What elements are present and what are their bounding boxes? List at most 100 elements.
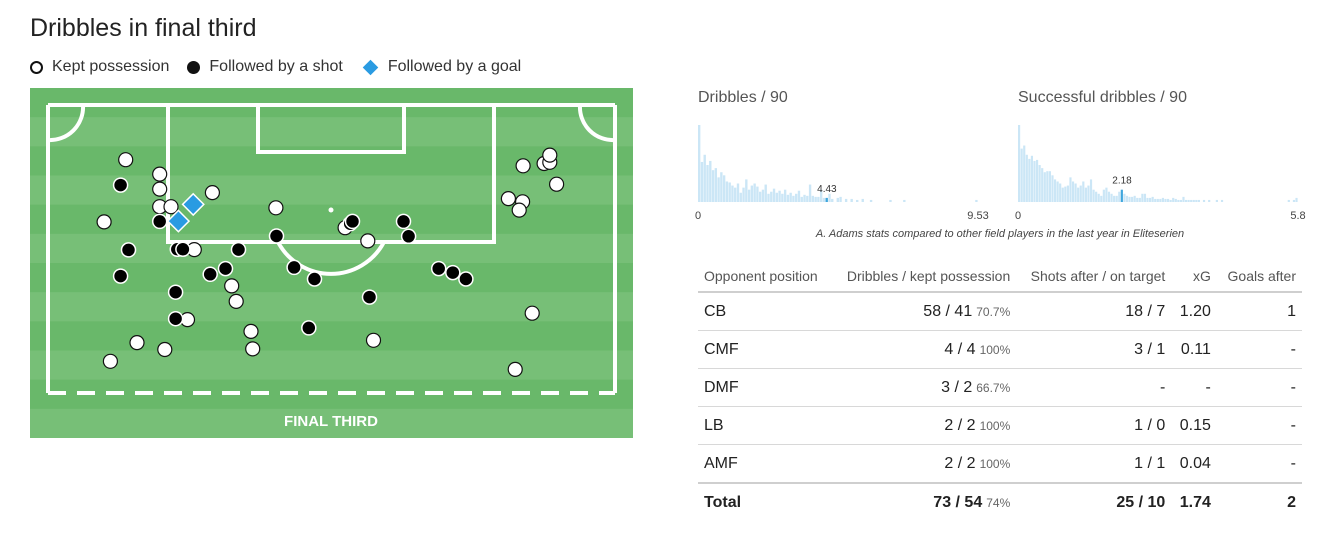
kept-possession-point bbox=[152, 181, 168, 197]
successful-dribbles-hist-bar bbox=[1035, 159, 1039, 202]
dribbles-hist-bar bbox=[714, 168, 717, 202]
successful-dribbles-hist-bar bbox=[1156, 198, 1159, 202]
successful-dribbles-hist-bar bbox=[1195, 199, 1198, 202]
dribbles-hist-bar bbox=[789, 192, 792, 202]
dribbles-hist-bar bbox=[850, 198, 853, 202]
col-opponent-position: Opponent position bbox=[698, 260, 831, 293]
kept-possession-point bbox=[365, 332, 382, 348]
successful-dribbles-hist-bar bbox=[1077, 187, 1080, 202]
penalty-arc bbox=[276, 241, 386, 276]
pitch-stripe bbox=[30, 292, 633, 322]
successful-dribbles-hist-bar bbox=[1064, 186, 1067, 202]
successful-dribbles-hist-bar bbox=[1287, 199, 1290, 202]
dribbles-hist-bar bbox=[717, 177, 720, 202]
dribbles-hist-bar bbox=[856, 199, 859, 202]
cell-xg: 1.74 bbox=[1171, 482, 1217, 521]
kept-possession-point bbox=[96, 214, 112, 230]
successful-dribbles-hist-bar bbox=[1069, 177, 1072, 202]
kept-possession-point bbox=[542, 147, 558, 163]
legend-kept-label: Kept possession bbox=[52, 58, 170, 75]
successful-dribbles-hist-bar bbox=[1107, 191, 1111, 202]
successful-dribbles-hist-bar bbox=[1215, 199, 1218, 202]
dribbles-hist-bar bbox=[772, 188, 776, 202]
successful-dribbles-hist-bar bbox=[1071, 181, 1075, 202]
shot-dribble-point bbox=[151, 213, 168, 230]
kept-percentage: 100% bbox=[979, 342, 1011, 357]
cell-xg: - bbox=[1171, 368, 1217, 407]
successful-dribbles-hist-bar bbox=[1020, 148, 1023, 202]
shot-dribble-point bbox=[167, 310, 184, 327]
successful-dribbles-hist-bar bbox=[1092, 189, 1095, 202]
shot-dribble-point bbox=[120, 242, 137, 258]
dribbles-value: 58 / 41 bbox=[923, 302, 973, 320]
shot-dribble-point bbox=[458, 271, 474, 287]
dribbles-hist-bar bbox=[742, 187, 745, 202]
kept-possession-point bbox=[548, 176, 565, 192]
cell-goals: - bbox=[1216, 368, 1302, 407]
successful-dribbles-hist-bar bbox=[1084, 187, 1087, 202]
dribbles-hist-bar bbox=[800, 196, 803, 202]
cell-shots: 1 / 1 bbox=[1016, 444, 1172, 484]
successful-dribbles-hist-bar bbox=[1220, 199, 1224, 202]
successful-dribbles-hist-bar bbox=[1184, 199, 1188, 202]
col-shots-on-target: Shots after / on target bbox=[1016, 260, 1172, 293]
pitch-stripe bbox=[30, 321, 633, 351]
open-circle-icon bbox=[30, 60, 43, 74]
dribbles-value: 73 / 54 bbox=[933, 493, 983, 511]
kept-possession-point bbox=[511, 202, 527, 218]
dribbles-hist-bar bbox=[700, 161, 704, 202]
cell-goals: 2 bbox=[1216, 482, 1302, 521]
successful-dribbles-hist-bar bbox=[1169, 199, 1172, 202]
successful-dribbles-hist-bar bbox=[1141, 193, 1144, 202]
successful-dribbles-per-90-title: Successful dribbles / 90 bbox=[1018, 89, 1187, 106]
successful-dribbles-hist-bar bbox=[1146, 197, 1149, 202]
successful-dribbles-hist-bar bbox=[1102, 189, 1105, 202]
successful-dribbles-hist-bar bbox=[1292, 199, 1296, 202]
corner-arc-left bbox=[47, 104, 86, 143]
dribbles-hist-bar bbox=[786, 194, 790, 202]
dribbles-hist-bar bbox=[720, 172, 723, 202]
table-row: CMF 4 / 4 100% 3 / 1 0.11 - bbox=[698, 330, 1302, 369]
dribbles-hist-bar bbox=[745, 179, 748, 202]
table-header-row: Opponent position Dribbles / kept posses… bbox=[698, 260, 1302, 293]
successful-dribbles-hist-bar bbox=[1025, 154, 1028, 202]
shot-dribble-point bbox=[306, 271, 323, 287]
dribbles-hist-bar bbox=[811, 195, 815, 202]
pitch-stripe bbox=[30, 233, 633, 264]
kept-possession-point bbox=[500, 190, 516, 207]
cell-position: Total bbox=[698, 482, 831, 521]
successful-dribbles-hist-bar bbox=[1105, 187, 1108, 202]
successful-dribbles-hist-bar bbox=[1023, 145, 1026, 202]
legend-followed-by-goal: Followed by a goal bbox=[361, 58, 521, 76]
dribbles-hist-bar bbox=[975, 199, 978, 202]
pitch-stripe bbox=[30, 175, 633, 206]
kept-possession-point bbox=[152, 166, 168, 182]
kept-possession-point bbox=[118, 152, 134, 168]
table-row: CB 58 / 41 70.7% 18 / 7 1.20 1 bbox=[698, 292, 1302, 331]
dribbles-hist-bar bbox=[728, 182, 731, 202]
legend: Kept possession Followed by a shot Follo… bbox=[30, 58, 539, 76]
kept-possession-point bbox=[507, 361, 523, 377]
dribbles-hist-player-bar bbox=[825, 197, 828, 202]
successful-dribbles-hist-bar bbox=[1131, 196, 1134, 202]
goal-dribble-point bbox=[166, 209, 191, 233]
cell-goals: - bbox=[1216, 406, 1302, 445]
pitch-stripe bbox=[30, 88, 633, 118]
successful-dribbles-hist-bar bbox=[1151, 196, 1154, 202]
successful-dribbles-hist-bar bbox=[1187, 199, 1190, 202]
diamond-icon bbox=[362, 59, 379, 75]
final-third-label: FINAL THIRD bbox=[284, 413, 378, 430]
successful-dribbles-hist-axis-min-label: 0 bbox=[1015, 210, 1021, 222]
successful-dribbles-hist-bar bbox=[1082, 181, 1085, 202]
successful-dribbles-hist-bar bbox=[1051, 175, 1054, 202]
successful-dribbles-hist-bar bbox=[1089, 179, 1093, 202]
dribbles-hist-bar bbox=[747, 189, 751, 202]
shot-dribble-point bbox=[268, 228, 285, 244]
successful-dribbles-hist-bar bbox=[1030, 155, 1034, 202]
kept-possession-point bbox=[228, 293, 244, 309]
shot-dribble-point bbox=[361, 289, 378, 305]
cell-position: LB bbox=[698, 406, 831, 445]
dribbles-hist-bar bbox=[753, 183, 756, 202]
successful-dribbles-hist-bar bbox=[1053, 179, 1057, 202]
successful-dribbles-hist-bar bbox=[1046, 171, 1049, 202]
